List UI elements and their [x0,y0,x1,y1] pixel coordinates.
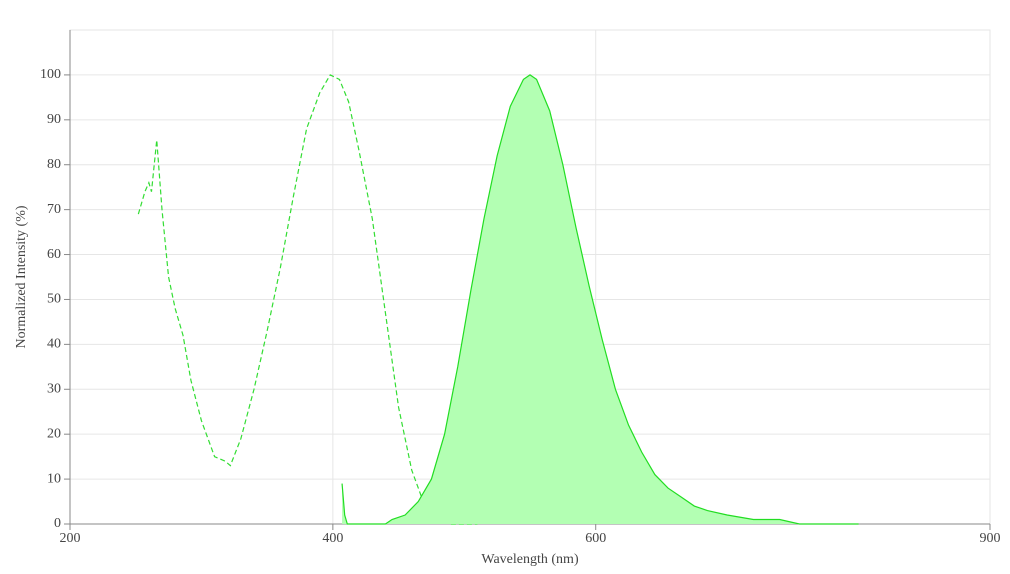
x-tick-label: 600 [585,531,606,546]
x-tick-label: 900 [980,531,1001,546]
x-tick-label: 200 [60,531,81,546]
y-tick-label: 100 [40,67,61,82]
x-axis-title: Wavelength (nm) [481,552,579,567]
y-tick-label: 80 [47,157,61,172]
y-tick-label: 10 [47,471,61,486]
y-tick-label: 40 [47,337,61,352]
y-axis-title: Normalized Intensity (%) [14,205,29,348]
y-tick-label: 20 [47,426,61,441]
x-tick-label: 400 [322,531,343,546]
y-tick-label: 30 [47,381,61,396]
series-line [341,74,859,525]
y-tick-label: 50 [47,292,61,307]
y-tick-label: 0 [54,516,61,531]
y-tick-label: 60 [47,247,61,262]
y-tick-label: 90 [47,112,61,127]
y-tick-label: 70 [47,202,61,217]
series-line [137,74,478,525]
area [342,74,859,524]
